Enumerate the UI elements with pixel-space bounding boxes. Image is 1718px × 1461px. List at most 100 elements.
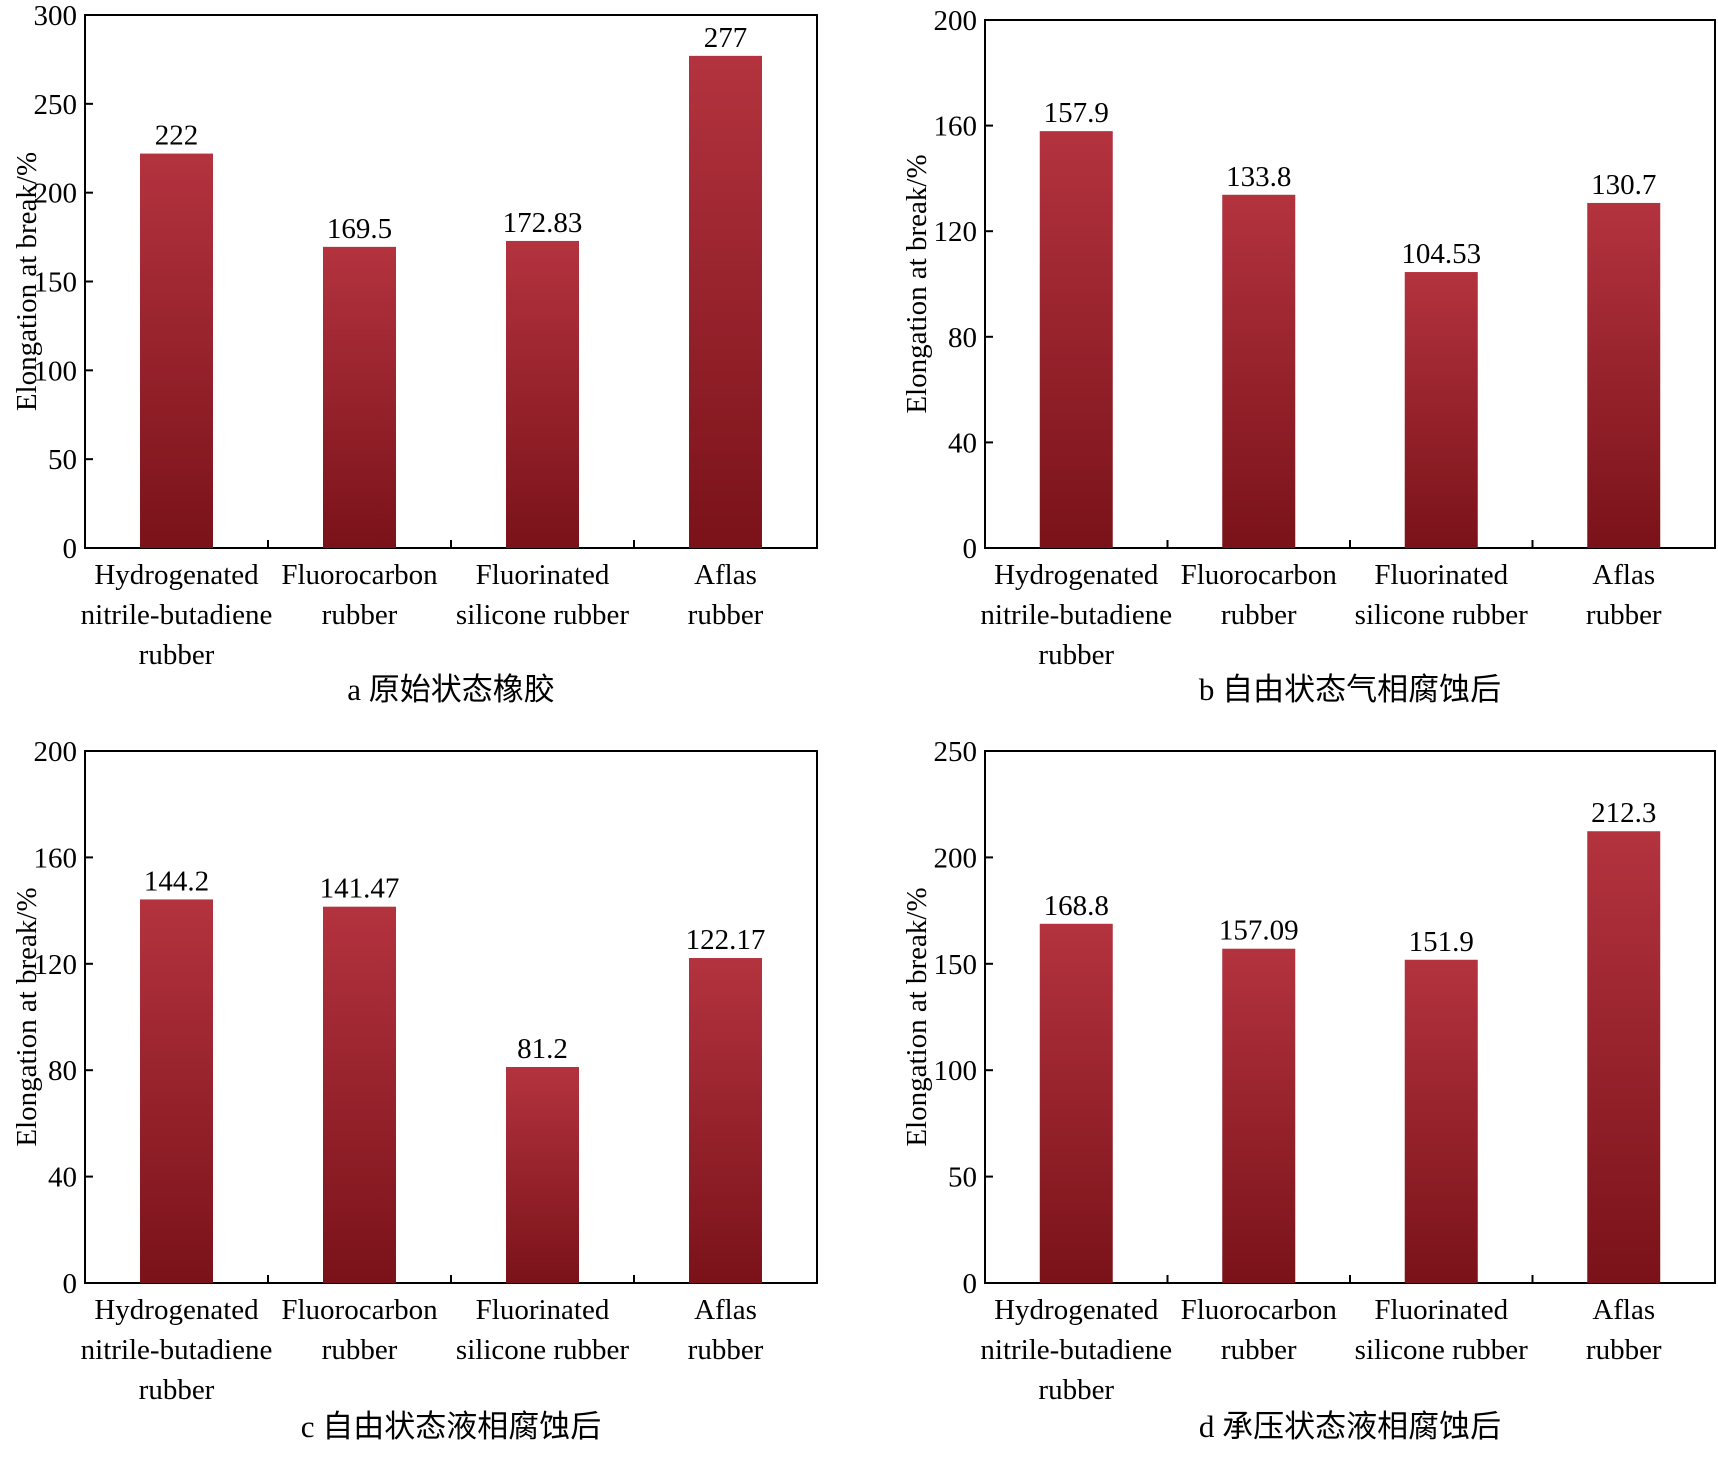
x-category-label: rubber bbox=[139, 639, 215, 671]
x-category-label: silicone rubber bbox=[1355, 1334, 1528, 1366]
y-tick-label: 300 bbox=[34, 0, 78, 32]
x-category-label: Hydrogenated bbox=[94, 1294, 259, 1326]
bar-value-label: 133.8 bbox=[1226, 161, 1291, 193]
x-category-label: Fluorocarbon bbox=[1181, 559, 1338, 591]
chart-panel-d: 0 50 100 150 200 250 Elongation at break/% 168.… bbox=[901, 736, 1716, 1445]
bar bbox=[323, 246, 396, 549]
bar-value-label: 169.5 bbox=[327, 213, 392, 245]
x-category-label: Fluorocarbon bbox=[281, 1294, 438, 1326]
bar bbox=[1222, 948, 1296, 1283]
bar bbox=[1039, 131, 1113, 549]
x-category-label: Aflas bbox=[694, 1294, 757, 1326]
y-tick-label: 0 bbox=[63, 1268, 78, 1300]
y-tick-label: 200 bbox=[934, 842, 978, 874]
y-tick-label: 200 bbox=[34, 178, 78, 210]
y-tick-label: 120 bbox=[34, 949, 78, 981]
x-category-label: Aflas bbox=[1592, 1294, 1655, 1326]
bar bbox=[1222, 194, 1296, 548]
x-category-label: rubber bbox=[688, 599, 764, 631]
y-tick-label: 0 bbox=[963, 1268, 978, 1300]
y-tick-label: 100 bbox=[934, 1055, 978, 1087]
x-category-label: nitrile-butadiene bbox=[980, 1334, 1172, 1366]
bar bbox=[140, 153, 213, 548]
y-tick-label: 160 bbox=[934, 111, 978, 143]
chart-panel-c: 0 40 80 120 160 200 Elongation at break/% 144.2… bbox=[11, 736, 818, 1445]
bar-value-label: 222 bbox=[155, 120, 199, 152]
bar bbox=[689, 958, 762, 1283]
y-axis-label: Elongation at break/% bbox=[901, 887, 933, 1146]
x-category-label: Fluorinated bbox=[476, 559, 610, 591]
x-category-label: Hydrogenated bbox=[94, 559, 259, 591]
x-category-label: rubber bbox=[1586, 1334, 1662, 1366]
y-tick-label: 150 bbox=[34, 267, 78, 299]
y-tick-label: 80 bbox=[48, 1055, 77, 1087]
bar-value-label: 157.9 bbox=[1044, 97, 1109, 129]
caption-text: 承压状态液相腐蚀后 bbox=[1222, 1409, 1501, 1445]
y-axis-label: Elongation at break/% bbox=[11, 152, 43, 411]
x-category-label: silicone rubber bbox=[456, 1334, 629, 1366]
bar bbox=[1404, 272, 1478, 548]
x-category-label: Fluorocarbon bbox=[1181, 1294, 1338, 1326]
bar-value-label: 104.53 bbox=[1401, 238, 1481, 270]
bar-value-label: 277 bbox=[704, 22, 748, 54]
x-category-label: Fluorinated bbox=[1374, 1294, 1508, 1326]
y-tick-label: 80 bbox=[948, 322, 977, 354]
caption-text: 自由状态气相腐蚀后 bbox=[1222, 672, 1501, 708]
bar bbox=[1587, 831, 1661, 1283]
bar bbox=[1404, 959, 1478, 1283]
x-category-label: rubber bbox=[1038, 639, 1114, 671]
bar-value-label: 141.47 bbox=[320, 873, 400, 905]
x-category-label: Fluorinated bbox=[476, 1294, 610, 1326]
bar bbox=[689, 55, 762, 548]
y-tick-label: 40 bbox=[48, 1162, 77, 1194]
bar bbox=[1039, 923, 1113, 1283]
x-category-label: rubber bbox=[322, 1334, 398, 1366]
y-tick-label: 50 bbox=[948, 1162, 977, 1194]
y-tick-label: 120 bbox=[934, 216, 978, 248]
x-category-label: Aflas bbox=[1592, 559, 1655, 591]
bar bbox=[1587, 202, 1661, 548]
y-axis-label: Elongation at break/% bbox=[11, 887, 43, 1146]
x-category-label: rubber bbox=[1221, 599, 1297, 631]
y-tick-label: 0 bbox=[963, 533, 978, 565]
caption-letter: c bbox=[301, 1409, 323, 1444]
x-category-label: Aflas bbox=[694, 559, 757, 591]
bar-value-label: 81.2 bbox=[517, 1033, 568, 1065]
x-category-label: rubber bbox=[1038, 1374, 1114, 1406]
caption-letter: a bbox=[347, 672, 369, 707]
x-category-label: rubber bbox=[688, 1334, 764, 1366]
bar bbox=[506, 240, 579, 548]
y-axis-label: Elongation at break/% bbox=[901, 154, 933, 413]
x-category-label: Fluorinated bbox=[1374, 559, 1508, 591]
y-tick-label: 250 bbox=[34, 89, 78, 121]
x-category-label: nitrile-butadiene bbox=[980, 599, 1172, 631]
x-category-label: Hydrogenated bbox=[994, 559, 1159, 591]
x-category-label: nitrile-butadiene bbox=[81, 1334, 273, 1366]
x-category-label: silicone rubber bbox=[1355, 599, 1528, 631]
y-tick-label: 0 bbox=[63, 533, 78, 565]
x-category-label: nitrile-butadiene bbox=[81, 599, 273, 631]
x-category-label: rubber bbox=[322, 599, 398, 631]
caption-letter: b bbox=[1199, 672, 1222, 707]
bar-value-label: 144.2 bbox=[144, 865, 209, 897]
bar-value-label: 172.83 bbox=[503, 207, 583, 239]
chart-panel-a: 0 50 100 150 200 250 300 Elongation at break/% 2… bbox=[11, 0, 818, 708]
caption-letter: d bbox=[1199, 1409, 1222, 1444]
x-category-label: rubber bbox=[1221, 1334, 1297, 1366]
y-tick-label: 150 bbox=[934, 949, 978, 981]
chart-panel-b: 0 40 80 120 160 200 Elongation at break/% 157.9… bbox=[901, 5, 1716, 708]
caption-text: 原始状态橡胶 bbox=[369, 672, 555, 708]
bar bbox=[506, 1067, 579, 1283]
y-tick-label: 160 bbox=[34, 842, 78, 874]
y-tick-label: 200 bbox=[34, 736, 78, 768]
y-tick-label: 250 bbox=[934, 736, 978, 768]
y-tick-label: 100 bbox=[34, 355, 78, 387]
panel-caption: d 承压状态液相腐蚀后 bbox=[1199, 1409, 1501, 1445]
x-category-label: Fluorocarbon bbox=[281, 559, 438, 591]
panel-caption: a 原始状态橡胶 bbox=[347, 672, 555, 708]
caption-text: 自由状态液相腐蚀后 bbox=[322, 1409, 601, 1445]
bar bbox=[323, 906, 396, 1283]
panel-caption: c 自由状态液相腐蚀后 bbox=[301, 1409, 602, 1445]
panel-caption: b 自由状态气相腐蚀后 bbox=[1199, 672, 1501, 708]
